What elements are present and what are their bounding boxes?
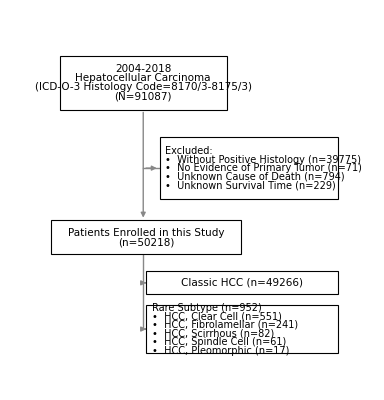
Text: (N=91087): (N=91087) [114, 92, 172, 102]
Bar [60, 56, 227, 110]
Text: Rare Subtype (n=952): Rare Subtype (n=952) [152, 302, 262, 312]
Text: Classic HCC (n=49266): Classic HCC (n=49266) [181, 278, 303, 288]
Bar [146, 305, 338, 353]
Text: •  Unknown Cause of Death (n=794): • Unknown Cause of Death (n=794) [165, 172, 344, 182]
Text: •  No Evidence of Primary Tumor (n=71): • No Evidence of Primary Tumor (n=71) [165, 163, 362, 173]
Bar [146, 271, 338, 294]
Text: •  HCC, Fibrolamellar (n=241): • HCC, Fibrolamellar (n=241) [152, 320, 298, 330]
Text: 2004-2018: 2004-2018 [115, 64, 171, 74]
Text: •  HCC, Scirrhous (n=82): • HCC, Scirrhous (n=82) [152, 328, 274, 338]
Bar [51, 220, 242, 254]
Text: •  Without Positive Histology (n=39775): • Without Positive Histology (n=39775) [165, 154, 361, 164]
Text: (n=50218): (n=50218) [118, 237, 174, 247]
Text: •  HCC, Pleomorphic (n=17): • HCC, Pleomorphic (n=17) [152, 346, 289, 356]
Text: Excluded:: Excluded: [165, 146, 213, 156]
Text: •  HCC, Clear Cell (n=551): • HCC, Clear Cell (n=551) [152, 311, 281, 321]
Text: (ICD-O-3 Histology Code=8170/3-8175/3): (ICD-O-3 Histology Code=8170/3-8175/3) [35, 82, 252, 92]
Text: •  HCC, Spindle Cell (n=61): • HCC, Spindle Cell (n=61) [152, 337, 286, 347]
Bar [160, 137, 338, 199]
Text: Patients Enrolled in this Study: Patients Enrolled in this Study [68, 228, 225, 238]
Text: •  Unknown Survival Time (n=229): • Unknown Survival Time (n=229) [165, 180, 336, 190]
Text: Hepatocellular Carcinoma: Hepatocellular Carcinoma [76, 73, 211, 83]
